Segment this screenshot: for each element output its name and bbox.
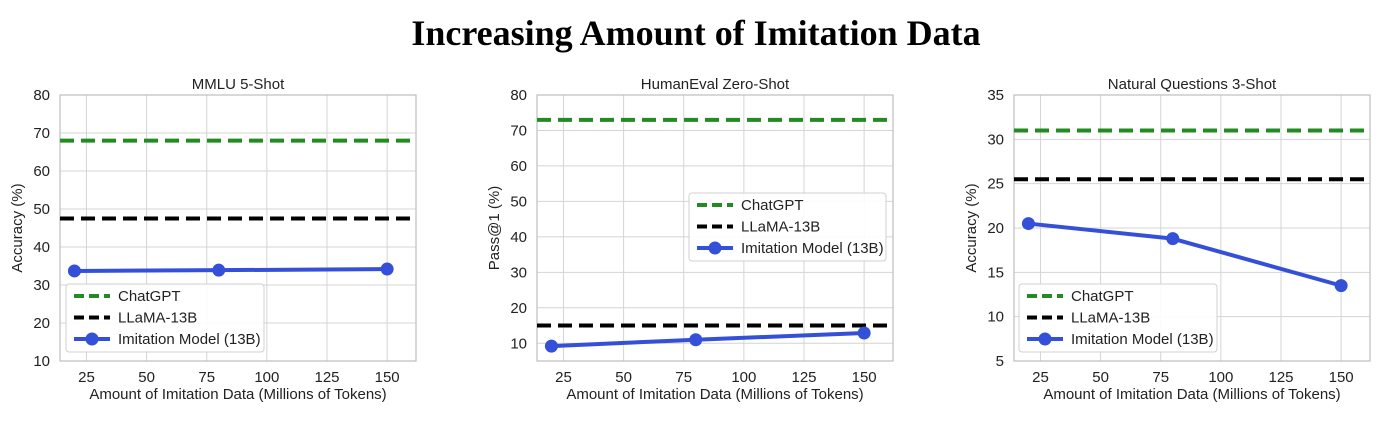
- x-tick-label: 150: [375, 369, 400, 386]
- y-tick-label: 60: [33, 163, 50, 180]
- legend: ChatGPT LLaMA-13B Imitation Model (13B): [1018, 283, 1218, 353]
- data-point: [1334, 279, 1348, 293]
- y-tick-label: 20: [987, 220, 1004, 237]
- y-tick-label: 40: [33, 239, 50, 256]
- legend-label: Imitation Model (13B): [118, 331, 261, 348]
- y-tick-label: 40: [510, 229, 527, 246]
- legend-label: LLaMA-13B: [118, 310, 197, 327]
- x-tick-label: 50: [615, 369, 632, 386]
- data-point: [380, 262, 394, 276]
- legend-marker: [708, 241, 722, 255]
- chart-panel-1: MMLU 5-Shot 25 50 75 100 125 150 10 20 30 40 50 60 70…: [9, 76, 417, 403]
- legend-label: Imitation Model (13B): [741, 240, 884, 257]
- series-line-imitation-model-13b: [1028, 221, 1342, 288]
- y-tick-label: 10: [987, 309, 1004, 326]
- x-tick-label: 25: [555, 369, 572, 386]
- legend-label: LLaMA-13B: [1071, 310, 1150, 327]
- y-tick-label: 70: [33, 125, 50, 142]
- data-point: [212, 263, 226, 277]
- x-tick-label: 50: [1092, 369, 1109, 386]
- series-line-imitation-model-13b: [74, 267, 388, 273]
- legend-label: LLaMA-13B: [741, 219, 820, 236]
- y-tick-label: 30: [510, 264, 527, 281]
- data-point: [857, 326, 871, 340]
- y-axis-label: Accuracy (%): [9, 183, 26, 272]
- data-point: [689, 333, 703, 347]
- y-tick-label: 30: [33, 277, 50, 294]
- legend-box: [688, 192, 887, 262]
- x-tick-label: 50: [138, 369, 155, 386]
- data-point: [544, 339, 558, 353]
- series-line-imitation-model-13b: [551, 330, 865, 349]
- y-tick-label: 10: [510, 335, 527, 352]
- legend-marker: [1038, 332, 1052, 346]
- legend-box: [1018, 283, 1218, 353]
- legend-label: ChatGPT: [741, 197, 804, 214]
- y-axis-label: Accuracy (%): [963, 183, 980, 272]
- x-tick-label: 75: [198, 369, 215, 386]
- y-tick-label: 25: [987, 176, 1004, 193]
- legend-marker: [85, 332, 99, 346]
- y-tick-label: 70: [510, 122, 527, 139]
- x-tick-label: 100: [731, 369, 756, 386]
- x-tick-label: 125: [791, 369, 816, 386]
- y-tick-label: 50: [33, 201, 50, 218]
- x-tick-label: 100: [254, 369, 279, 386]
- x-tick-label: 125: [1268, 369, 1293, 386]
- plot-frame: [1013, 94, 1371, 362]
- y-tick-label: 5: [996, 353, 1004, 370]
- legend-box: [65, 283, 265, 353]
- legend-label: Imitation Model (13B): [1071, 331, 1214, 348]
- x-tick-label: 25: [78, 369, 95, 386]
- legend-label: ChatGPT: [118, 288, 181, 305]
- y-tick-label: 20: [510, 300, 527, 317]
- x-tick-label: 25: [1032, 369, 1049, 386]
- x-tick-label: 75: [1152, 369, 1169, 386]
- x-axis-label: Amount of Imitation Data (Millions of To…: [566, 386, 863, 403]
- y-tick-label: 20: [33, 315, 50, 332]
- data-point: [1166, 232, 1180, 246]
- chart-panel-2: HumanEval Zero-Shot 25 50 75 100 125 150 10 20 30…: [486, 76, 894, 403]
- data-point: [67, 264, 81, 278]
- y-tick-label: 50: [510, 193, 527, 210]
- y-tick-label: 80: [33, 87, 50, 104]
- figure-title: Increasing Amount of Imitation Data: [411, 13, 980, 53]
- y-tick-label: 35: [987, 87, 1004, 104]
- y-tick-label: 80: [510, 87, 527, 104]
- x-tick-label: 75: [675, 369, 692, 386]
- y-tick-label: 30: [987, 131, 1004, 148]
- y-tick-label: 15: [987, 264, 1004, 281]
- chart-title: HumanEval Zero-Shot: [641, 76, 790, 93]
- x-axis-label: Amount of Imitation Data (Millions of To…: [89, 386, 386, 403]
- plot-frame: [536, 94, 894, 362]
- legend: ChatGPT LLaMA-13B Imitation Model (13B): [65, 283, 265, 353]
- x-axis-label: Amount of Imitation Data (Millions of To…: [1043, 386, 1340, 403]
- chart-panel-3: Natural Questions 3-Shot 25 50 75 100 125 150 5…: [963, 76, 1371, 403]
- x-tick-label: 150: [1329, 369, 1354, 386]
- plot-frame: [59, 94, 417, 362]
- data-point: [1021, 217, 1035, 231]
- y-axis-label: Pass@1 (%): [486, 186, 503, 270]
- x-tick-label: 100: [1208, 369, 1233, 386]
- legend-label: ChatGPT: [1071, 288, 1134, 305]
- y-tick-label: 10: [33, 353, 50, 370]
- legend: ChatGPT LLaMA-13B Imitation Model (13B): [688, 192, 887, 262]
- chart-title: Natural Questions 3-Shot: [1108, 76, 1277, 93]
- x-tick-label: 125: [314, 369, 339, 386]
- chart-title: MMLU 5-Shot: [192, 76, 285, 93]
- y-tick-label: 60: [510, 158, 527, 175]
- x-tick-label: 150: [852, 369, 877, 386]
